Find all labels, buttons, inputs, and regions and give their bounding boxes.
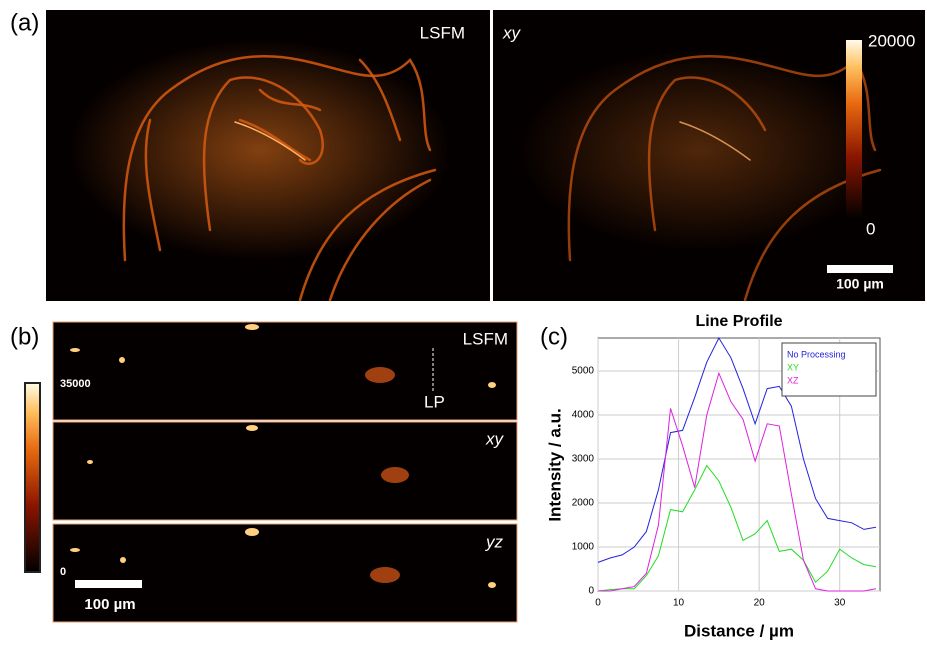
y-tick-label: 3000	[572, 454, 595, 465]
panel-label: (a)	[10, 9, 39, 36]
scale-bar-label: 100 µm	[836, 276, 884, 292]
y-tick-label: 2000	[572, 498, 595, 509]
legend-label: XY	[787, 362, 799, 372]
panel-label: (c)	[540, 323, 568, 350]
colorbar-min: 0	[866, 219, 875, 238]
x-tick-label: 30	[834, 598, 846, 609]
strip-title: LSFM	[463, 329, 508, 348]
scale-bar	[827, 265, 893, 273]
image-title: LSFM	[420, 23, 465, 42]
scale-bar-label: 100 µm	[84, 596, 135, 613]
page: (a) LSFM xy 20000 0 100 µm (b) LP LSFM x…	[0, 0, 927, 647]
panel-label: (b)	[10, 323, 39, 350]
figure: (a) LSFM xy 20000 0 100 µm (b) LP LSFM x…	[0, 0, 927, 642]
colorbar	[25, 383, 40, 572]
x-axis-label: Distance / µm	[684, 621, 794, 640]
y-tick-label: 5000	[572, 366, 595, 377]
colorbar	[846, 40, 862, 220]
scale-bar	[75, 580, 142, 588]
profile-label: LP	[424, 392, 445, 411]
x-tick-label: 0	[595, 598, 601, 609]
legend-label: XZ	[787, 375, 799, 385]
x-tick-label: 20	[754, 598, 766, 609]
image-strip	[53, 322, 517, 420]
chart-title: Line Profile	[695, 313, 782, 330]
colorbar-max: 20000	[868, 31, 915, 50]
image-title: xy	[502, 23, 522, 42]
y-tick-label: 0	[588, 586, 594, 597]
glow	[520, 50, 880, 250]
legend-label: No Processing	[787, 349, 846, 359]
strip-title: yz	[485, 532, 504, 551]
y-axis-label: Intensity / a.u.	[545, 408, 564, 521]
image-strip	[53, 422, 517, 520]
y-tick-label: 1000	[572, 542, 595, 553]
x-tick-label: 10	[673, 598, 685, 609]
colorbar-max: 35000	[60, 378, 91, 390]
y-tick-label: 4000	[572, 410, 595, 421]
colorbar-min: 0	[60, 566, 66, 578]
strip-title: xy	[485, 429, 505, 448]
